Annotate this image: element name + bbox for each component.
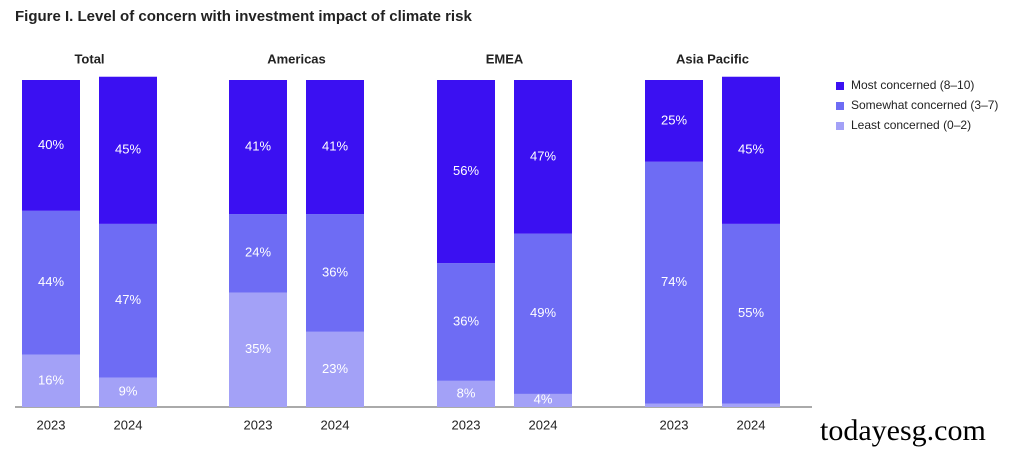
- legend-label: Most concerned (8–10): [851, 78, 974, 92]
- value-label: 45%: [115, 142, 141, 157]
- x-tick-label: 2024: [114, 417, 143, 432]
- watermark: todayesg.com: [820, 414, 986, 447]
- value-label: 45%: [738, 142, 764, 157]
- value-label: 24%: [245, 245, 271, 260]
- group-label: Americas: [267, 51, 326, 66]
- bar-segment: [645, 403, 703, 407]
- group-label: Total: [74, 51, 104, 66]
- bar-segment: [437, 380, 495, 407]
- bar-segment: [22, 80, 80, 211]
- legend-label: Least concerned (0–2): [851, 118, 971, 132]
- bar-segment: [229, 80, 287, 215]
- bar-segment: [722, 223, 780, 404]
- bar-segment: [306, 214, 364, 332]
- value-label: 44%: [38, 274, 64, 289]
- x-tick-label: 2023: [660, 417, 689, 432]
- bar-segment: [99, 223, 157, 378]
- value-label: 47%: [115, 292, 141, 307]
- bar-segment: [645, 80, 703, 162]
- value-label: 8%: [457, 385, 476, 400]
- bar-segment: [99, 377, 157, 407]
- value-label: 47%: [530, 148, 556, 163]
- bar-segment: [514, 233, 572, 394]
- group-label: Asia Pacific: [676, 51, 749, 66]
- bar-segment: [229, 214, 287, 293]
- value-label: 55%: [738, 305, 764, 320]
- value-label: 4%: [534, 391, 553, 406]
- bar-segment: [437, 80, 495, 264]
- bar-segment: [306, 331, 364, 407]
- value-label: 16%: [38, 372, 64, 387]
- value-label: 41%: [322, 138, 348, 153]
- bar-segment: [514, 80, 572, 234]
- x-tick-label: 2024: [529, 417, 558, 432]
- chart-title: Figure I. Level of concern with investme…: [15, 8, 472, 25]
- bar-segment: [514, 393, 572, 407]
- x-tick-label: 2024: [321, 417, 350, 432]
- x-tick-label: 2023: [37, 417, 66, 432]
- x-tick-label: 2023: [244, 417, 273, 432]
- value-label: 49%: [530, 305, 556, 320]
- value-label: 25%: [661, 112, 687, 127]
- value-label: 41%: [245, 138, 271, 153]
- value-label: 35%: [245, 341, 271, 356]
- value-label: 36%: [322, 264, 348, 279]
- x-tick-label: 2024: [737, 417, 766, 432]
- legend-label: Somewhat concerned (3–7): [851, 98, 998, 112]
- bar-segment: [722, 403, 780, 407]
- legend-swatch: [836, 82, 844, 90]
- value-label: 56%: [453, 163, 479, 178]
- bar-segment: [437, 263, 495, 381]
- x-tick-label: 2023: [452, 417, 481, 432]
- group-label: EMEA: [486, 51, 524, 66]
- bar-segment: [645, 161, 703, 404]
- bar-segment: [229, 292, 287, 407]
- legend-swatch: [836, 102, 844, 110]
- value-label: 9%: [119, 384, 138, 399]
- value-label: 36%: [453, 313, 479, 328]
- legend-swatch: [836, 122, 844, 130]
- bar-segment: [306, 80, 364, 215]
- bar-segment: [22, 210, 80, 355]
- bar-segment: [722, 76, 780, 224]
- bar-segment: [22, 354, 80, 407]
- value-label: 23%: [322, 361, 348, 376]
- value-label: 74%: [661, 274, 687, 289]
- bar-segment: [99, 76, 157, 224]
- value-label: 40%: [38, 137, 64, 152]
